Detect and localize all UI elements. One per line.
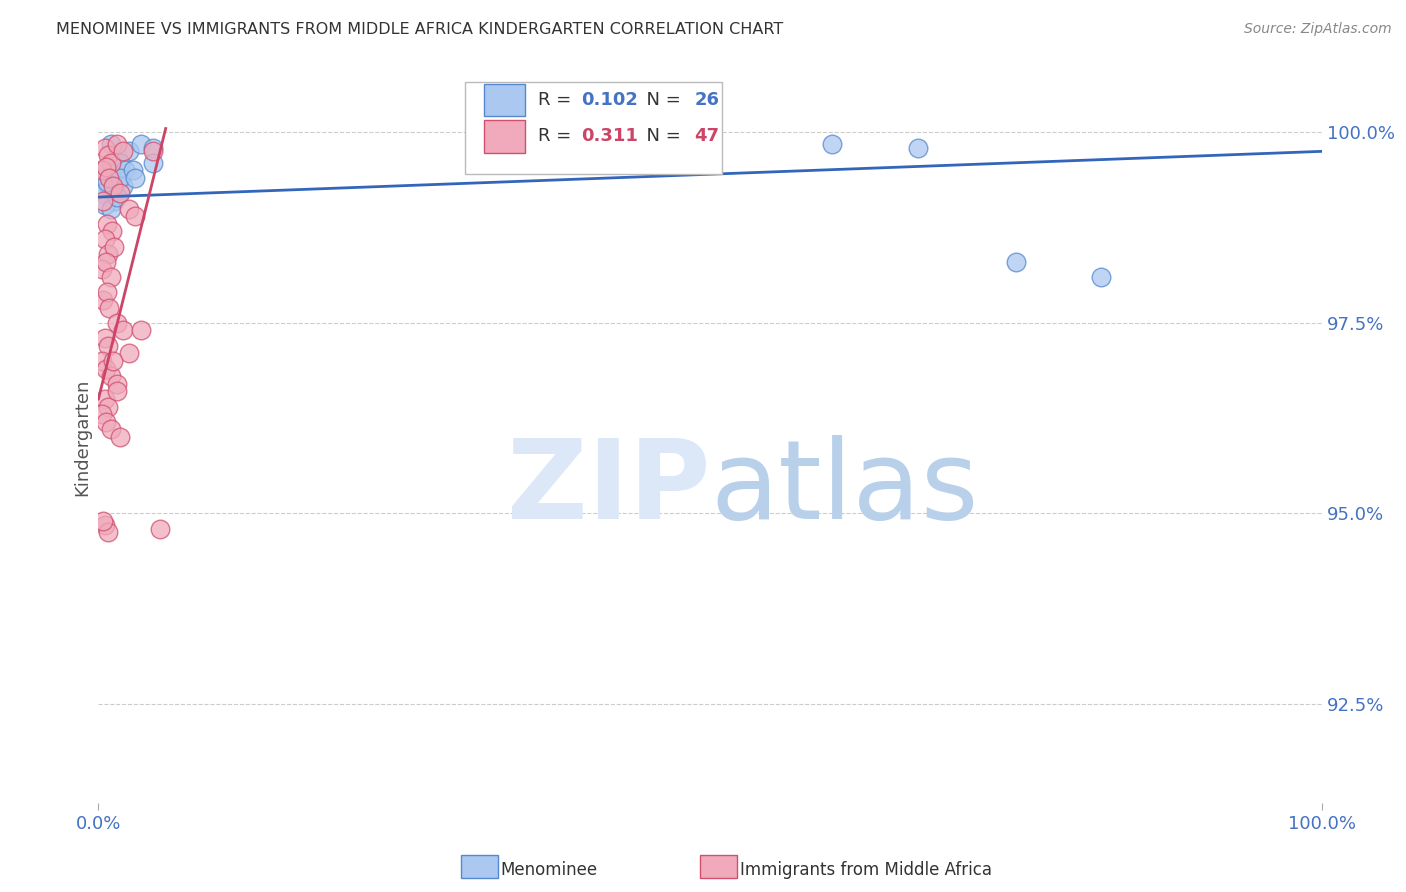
Point bbox=[142, 140, 165, 154]
Point bbox=[91, 194, 114, 208]
Point bbox=[93, 163, 115, 178]
Point bbox=[149, 521, 172, 535]
Point bbox=[105, 136, 128, 151]
Point bbox=[96, 285, 118, 300]
Point bbox=[97, 148, 120, 162]
Text: N =: N = bbox=[636, 128, 688, 145]
Point bbox=[105, 376, 128, 391]
Text: 47: 47 bbox=[695, 128, 718, 145]
Point bbox=[111, 145, 134, 159]
Point bbox=[91, 163, 114, 178]
Point bbox=[91, 186, 114, 201]
Point bbox=[98, 171, 121, 186]
Point bbox=[96, 217, 118, 231]
Point bbox=[91, 293, 114, 307]
Point bbox=[100, 136, 122, 151]
Point bbox=[103, 239, 125, 253]
Point bbox=[100, 155, 122, 169]
Point bbox=[91, 262, 114, 277]
Text: MENOMINEE VS IMMIGRANTS FROM MIDDLE AFRICA KINDERGARTEN CORRELATION CHART: MENOMINEE VS IMMIGRANTS FROM MIDDLE AFRI… bbox=[56, 22, 783, 37]
Point bbox=[142, 145, 165, 159]
Text: Immigrants from Middle Africa: Immigrants from Middle Africa bbox=[740, 861, 991, 879]
Text: 0.102: 0.102 bbox=[582, 91, 638, 109]
Point bbox=[91, 407, 114, 421]
Point bbox=[91, 514, 114, 528]
Point bbox=[101, 178, 124, 193]
Point bbox=[94, 160, 117, 174]
Point bbox=[100, 369, 122, 384]
Point bbox=[96, 175, 118, 189]
Point bbox=[100, 167, 122, 181]
Text: R =: R = bbox=[537, 128, 576, 145]
Text: 0.311: 0.311 bbox=[582, 128, 638, 145]
Point bbox=[1090, 270, 1112, 285]
Point bbox=[97, 178, 120, 193]
Point bbox=[105, 384, 128, 399]
Point bbox=[100, 202, 122, 216]
Point bbox=[94, 415, 117, 429]
Text: R =: R = bbox=[537, 91, 576, 109]
Point bbox=[98, 301, 121, 315]
Point bbox=[93, 392, 115, 406]
Point bbox=[118, 202, 141, 216]
Point bbox=[111, 178, 134, 193]
Point bbox=[105, 148, 128, 162]
Point bbox=[110, 186, 132, 201]
Text: Menominee: Menominee bbox=[501, 861, 598, 879]
Point bbox=[101, 354, 124, 368]
Point bbox=[101, 186, 124, 201]
Text: atlas: atlas bbox=[710, 434, 979, 541]
Point bbox=[105, 316, 128, 330]
Point bbox=[1004, 255, 1026, 269]
Point bbox=[100, 270, 122, 285]
Point bbox=[111, 323, 134, 337]
Point bbox=[93, 331, 115, 345]
Text: ZIP: ZIP bbox=[506, 434, 710, 541]
Point bbox=[110, 155, 132, 169]
Point bbox=[105, 190, 128, 204]
Point bbox=[100, 422, 122, 436]
Point bbox=[93, 232, 115, 246]
Point bbox=[110, 171, 132, 186]
Point bbox=[121, 163, 143, 178]
FancyBboxPatch shape bbox=[465, 82, 723, 174]
Y-axis label: Kindergarten: Kindergarten bbox=[73, 378, 91, 496]
Point bbox=[129, 136, 152, 151]
Text: Source: ZipAtlas.com: Source: ZipAtlas.com bbox=[1244, 22, 1392, 37]
Point bbox=[103, 194, 125, 208]
Point bbox=[91, 354, 114, 368]
FancyBboxPatch shape bbox=[484, 84, 526, 116]
Point bbox=[110, 430, 132, 444]
Point bbox=[93, 140, 115, 154]
Point bbox=[821, 136, 844, 151]
Point bbox=[93, 197, 115, 211]
Point bbox=[129, 323, 152, 337]
Point bbox=[94, 361, 117, 376]
Text: N =: N = bbox=[636, 91, 688, 109]
Point bbox=[907, 140, 929, 154]
Point bbox=[142, 155, 165, 169]
Point bbox=[124, 209, 146, 223]
Point bbox=[124, 171, 146, 186]
Point bbox=[97, 338, 120, 352]
Point bbox=[97, 525, 120, 540]
Point bbox=[118, 346, 141, 360]
Point bbox=[101, 224, 124, 238]
Point bbox=[94, 255, 117, 269]
Point bbox=[114, 163, 136, 178]
FancyBboxPatch shape bbox=[484, 120, 526, 153]
Point bbox=[97, 400, 120, 414]
Point bbox=[97, 247, 120, 261]
Point bbox=[118, 145, 141, 159]
Text: 26: 26 bbox=[695, 91, 718, 109]
Point bbox=[93, 517, 115, 532]
